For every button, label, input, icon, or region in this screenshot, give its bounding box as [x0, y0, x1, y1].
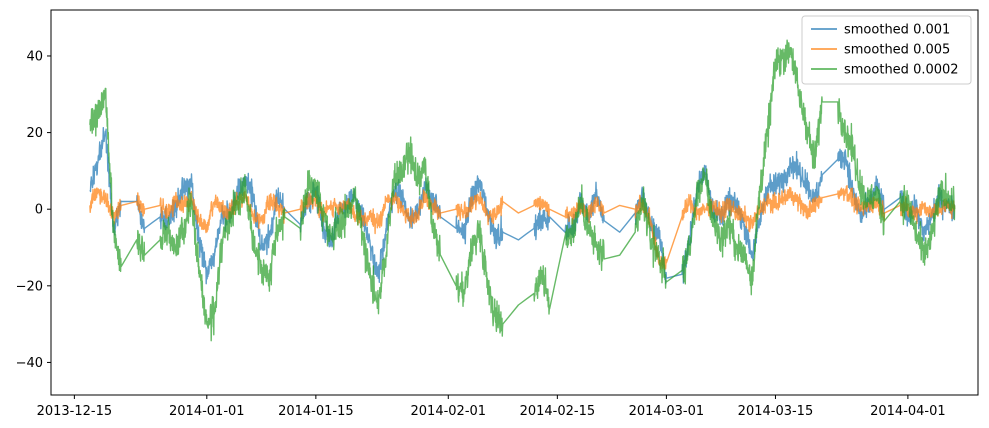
- x-tick-label: 2014-03-01: [629, 404, 705, 419]
- x-tick-label: 2014-01-01: [169, 404, 245, 419]
- series-line-2: [89, 39, 956, 342]
- x-tick-label: 2014-02-01: [411, 404, 487, 419]
- y-tick-label: −20: [16, 279, 43, 294]
- x-tick-label: 2014-04-01: [870, 404, 946, 419]
- y-tick-label: 20: [26, 126, 43, 141]
- plot-frame: [50, 9, 979, 396]
- x-tick-label: 2013-12-15: [37, 404, 113, 419]
- series-layer: [89, 39, 956, 342]
- legend-label: smoothed 0.005: [844, 43, 950, 58]
- y-axis: −40 −20 0 20 40: [16, 49, 51, 371]
- legend-box: [801, 15, 972, 85]
- y-tick-label: 40: [26, 49, 43, 64]
- legend: smoothed 0.001 smoothed 0.005 smoothed 0.0…: [801, 15, 972, 85]
- x-tick-label: 2014-02-15: [520, 404, 596, 419]
- x-tick-label: 2014-01-15: [278, 404, 354, 419]
- legend-label: smoothed 0.001: [844, 23, 950, 38]
- x-tick-label: 2014-03-15: [738, 404, 814, 419]
- y-tick-label: 0: [35, 203, 43, 218]
- x-axis: 2013-12-15 2014-01-01 2014-01-15 2014-02-01…: [37, 395, 946, 419]
- legend-label: smoothed 0.0002: [844, 63, 959, 78]
- y-tick-label: −40: [16, 356, 43, 371]
